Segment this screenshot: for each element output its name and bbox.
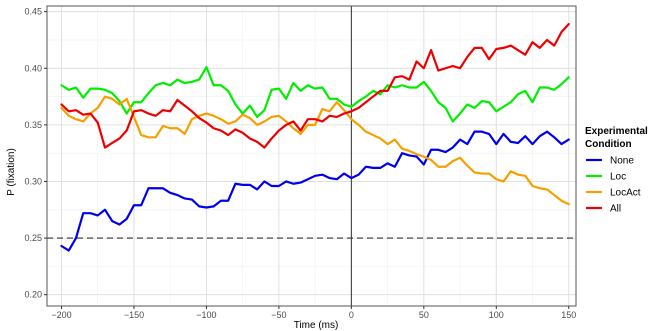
legend-title-line-2: Condition (585, 139, 632, 150)
legend-label-none: None (610, 156, 634, 167)
legend-title-line-1: Experimental (585, 126, 648, 137)
y-tick-label: 0.45 (24, 7, 42, 17)
y-axis-title: P (fixation) (6, 148, 17, 196)
legend-items: None Loc LocAct All (586, 156, 641, 215)
legend-label-all: All (610, 204, 621, 215)
x-tick-label: 0 (349, 310, 354, 320)
series-lines (60, 23, 570, 252)
legend-label-locact: LocAct (610, 188, 641, 199)
reference-lines (47, 6, 576, 306)
series-line-loc (60, 66, 570, 123)
x-axis-title: Time (ms) (294, 320, 339, 331)
x-tick-label: −100 (196, 310, 216, 320)
x-tick-label: 50 (419, 310, 429, 320)
x-tick-label: −200 (51, 310, 71, 320)
y-tick-label: 0.25 (24, 233, 42, 243)
series-line-none (60, 130, 570, 252)
plot-border (46, 5, 577, 307)
x-axis-ticks: −200 −150 −100 −50 0 50 100 150 (51, 306, 576, 320)
y-tick-label: 0.20 (24, 290, 42, 300)
y-axis-ticks: 0.20 0.25 0.30 0.35 0.40 0.45 (24, 7, 47, 300)
x-tick-label: 150 (561, 310, 576, 320)
series-line-locact (60, 95, 570, 206)
y-tick-label: 0.35 (24, 120, 42, 130)
plot-frame (46, 5, 577, 307)
legend-label-loc: Loc (610, 172, 626, 183)
x-tick-label: −50 (271, 310, 286, 320)
series-line-all (60, 23, 570, 149)
legend: Experimental Condition None Loc LocAct All (585, 126, 648, 215)
y-tick-label: 0.40 (24, 63, 42, 73)
x-tick-label: −150 (124, 310, 144, 320)
y-tick-label: 0.30 (24, 176, 42, 186)
x-tick-label: 100 (489, 310, 504, 320)
